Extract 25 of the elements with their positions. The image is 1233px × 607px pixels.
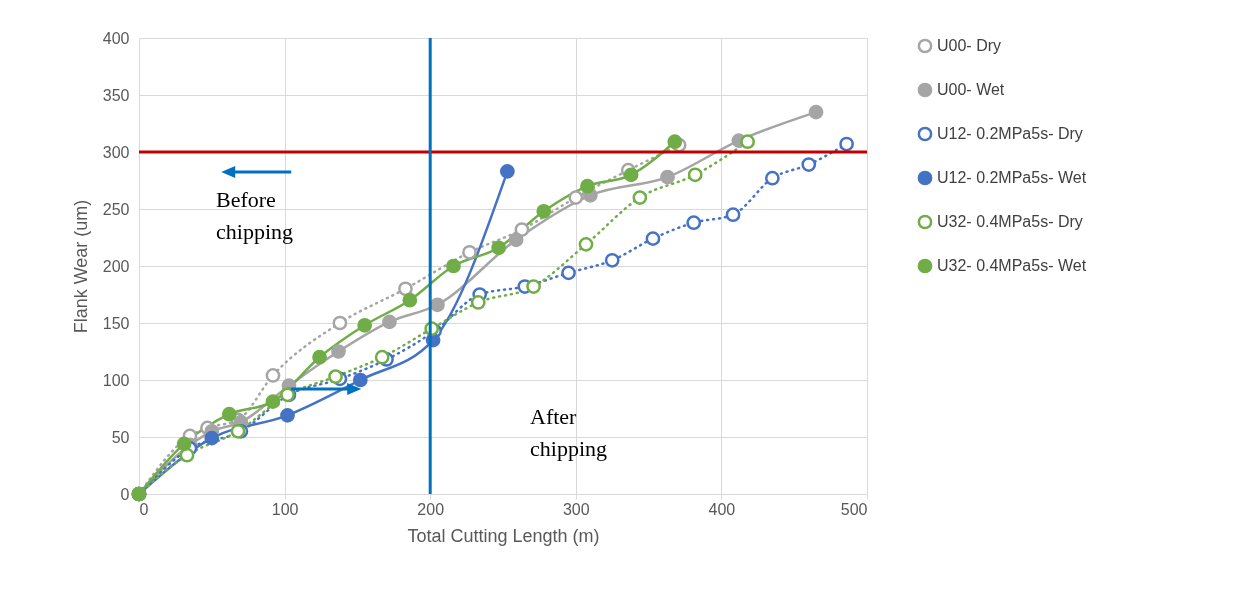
legend-label: U12- 0.2MPa5s- Dry — [937, 125, 1083, 142]
y-axis-title: Flank Wear (um) — [70, 199, 91, 334]
x-tick-label: 200 — [417, 500, 445, 518]
y-tick-label: 100 — [102, 371, 130, 389]
legend-label: U12- 0.2MPa5s- Wet — [937, 169, 1087, 186]
x-tick-label: 300 — [562, 500, 590, 518]
annotation: After chipping — [530, 404, 607, 461]
x-tick-label: 0 — [139, 500, 149, 518]
y-tick-label: 200 — [102, 257, 130, 275]
x-axis-title: Total Cutting Length (m) — [407, 525, 600, 546]
y-tick-label: 50 — [111, 428, 130, 446]
legend-label: U32- 0.4MPa5s- Wet — [937, 257, 1087, 274]
x-tick-label: 400 — [708, 500, 736, 518]
y-tick-label: 350 — [102, 86, 130, 104]
y-tick-label: 400 — [102, 29, 130, 47]
legend-label: U32- 0.4MPa5s- Dry — [937, 213, 1083, 230]
y-tick-label: 250 — [102, 200, 130, 218]
y-tick-label: 300 — [102, 143, 130, 161]
annotation: Before chipping — [216, 187, 293, 244]
x-tick-label: 500 — [840, 500, 868, 518]
legend-label: U00- Wet — [937, 81, 1005, 98]
y-tick-label: 150 — [102, 314, 130, 332]
x-tick-label: 100 — [271, 500, 299, 518]
legend-label: U00- Dry — [937, 37, 1002, 54]
y-tick-label: 0 — [120, 485, 130, 503]
